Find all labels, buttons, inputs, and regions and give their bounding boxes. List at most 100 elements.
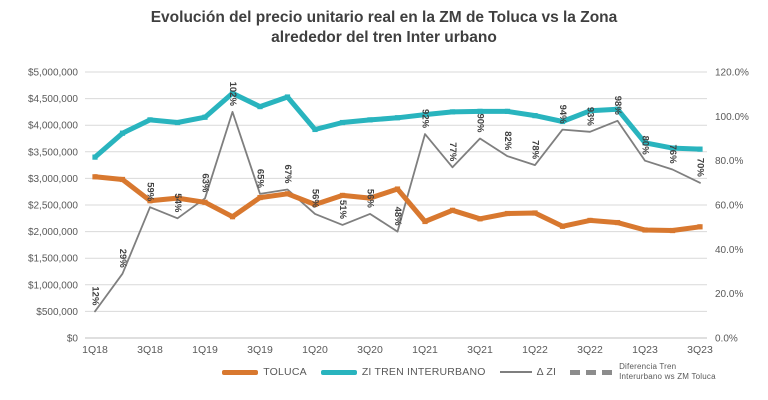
- x-axis-tick-label: 1Q19: [192, 344, 218, 356]
- toluca-marker: [559, 223, 566, 229]
- y-axis-right-tick-label: 100.0%: [715, 112, 749, 123]
- x-axis-tick-label: 3Q22: [577, 344, 603, 356]
- x-axis-tick-label: 3Q18: [137, 344, 163, 356]
- diferencia-dashed-swatch-icon: [570, 369, 615, 375]
- zi-marker: [92, 154, 98, 160]
- x-axis-tick-label: 1Q23: [632, 344, 658, 356]
- zi-marker: [614, 106, 621, 112]
- delta-zi-data-label: 82%: [502, 131, 513, 151]
- toluca-marker: [642, 227, 648, 233]
- toluca-marker: [284, 191, 291, 197]
- zi-marker: [449, 109, 456, 115]
- y-axis-right-tick-label: 0.0%: [715, 334, 738, 345]
- zi-marker: [587, 108, 593, 114]
- delta-zi-data-label: 102%: [227, 82, 238, 107]
- y-axis-left-tick-label: $0: [67, 334, 79, 345]
- toluca-marker: [477, 216, 483, 222]
- toluca-marker: [312, 201, 318, 208]
- delta-zi-data-label: 90%: [475, 113, 486, 133]
- delta-zi-data-label: 56%: [365, 189, 376, 209]
- zi-marker: [202, 114, 208, 120]
- toluca-marker: [147, 198, 153, 204]
- chart-title: Evolución del precio unitario real en la…: [0, 8, 768, 48]
- x-axis-tick-label: 3Q23: [687, 344, 713, 356]
- toluca-marker: [504, 210, 511, 217]
- delta-zi-data-label: 48%: [392, 207, 403, 227]
- legend-label-zi: ZI TREN INTERURBANO: [361, 366, 486, 378]
- toluca-marker: [339, 192, 346, 199]
- delta-zi-data-label: 94%: [557, 105, 568, 125]
- x-axis-tick-label: 1Q20: [302, 344, 328, 356]
- toluca-marker: [449, 207, 456, 213]
- chart-title-line2: alrededor del tren Inter urbano: [271, 29, 497, 47]
- chart-title-line1: Evolución del precio unitario real en la…: [150, 9, 618, 26]
- y-axis-right-tick-label: 120.0%: [715, 68, 749, 79]
- delta-zi-data-label: 77%: [447, 142, 458, 162]
- toluca-marker: [367, 195, 373, 201]
- delta-zi-data-label: 29%: [117, 249, 128, 269]
- y-axis-right-tick-label: 20.0%: [715, 289, 743, 300]
- zi-marker: [229, 90, 236, 96]
- toluca-marker: [257, 194, 263, 201]
- toluca-marker: [532, 210, 538, 216]
- y-axis-left-tick-label: $2,500,000: [28, 201, 78, 212]
- toluca-marker: [174, 195, 181, 201]
- toluca-marker: [394, 186, 401, 192]
- delta-zi-data-label: 56%: [310, 189, 321, 209]
- y-axis-left-tick-label: $4,000,000: [28, 121, 78, 132]
- zi-marker: [257, 103, 263, 110]
- toluca-marker: [422, 218, 428, 225]
- toluca-marker: [202, 199, 208, 205]
- y-axis-right-tick-label: 40.0%: [715, 245, 743, 256]
- y-axis-left-tick-label: $2,000,000: [28, 227, 78, 238]
- delta-zi-data-label: 67%: [282, 164, 293, 184]
- delta-zi-data-label: 92%: [420, 109, 431, 129]
- x-axis-tick-label: 3Q21: [467, 344, 493, 356]
- y-axis-left-tick-label: $5,000,000: [28, 68, 78, 79]
- y-axis-left-tick-label: $1,000,000: [28, 280, 78, 291]
- delta-zi-data-label: 54%: [172, 193, 183, 213]
- zi-marker: [642, 140, 648, 146]
- zi-marker: [394, 115, 401, 121]
- delta-zi-data-label: 76%: [667, 145, 678, 165]
- x-axis-tick-label: 3Q20: [357, 344, 383, 356]
- zi-marker: [532, 113, 538, 119]
- x-axis-tick-label: 1Q21: [412, 344, 438, 356]
- toluca-marker: [587, 217, 593, 224]
- zi-marker: [504, 108, 511, 114]
- y-axis-left-tick-label: $3,500,000: [28, 147, 78, 158]
- legend-item-toluca: TOLUCA: [222, 366, 307, 378]
- y-axis-right-tick-label: 60.0%: [715, 201, 743, 212]
- zi-marker: [422, 111, 428, 118]
- y-axis-left-tick-label: $500,000: [36, 307, 78, 318]
- toluca-marker: [614, 219, 621, 226]
- delta-zi-data-label: 98%: [612, 96, 623, 116]
- toluca-marker: [697, 224, 703, 230]
- zi-marker: [669, 145, 676, 151]
- zi-line-swatch-icon: [320, 369, 357, 375]
- chart-legend: TOLUCA ZI TREN INTERURBANO Δ ZI Diferenc…: [0, 362, 768, 382]
- zi-marker: [119, 130, 126, 136]
- delta-zi-line-swatch-icon: [499, 371, 532, 373]
- delta-zi-data-label: 93%: [585, 107, 596, 127]
- toluca-marker: [229, 214, 236, 220]
- legend-label-delta-zi: Δ ZI: [536, 366, 557, 378]
- toluca-marker: [669, 227, 676, 234]
- toluca-marker: [92, 174, 98, 180]
- zi-marker: [339, 119, 346, 126]
- y-axis-left-tick-label: $4,500,000: [28, 94, 78, 105]
- delta-zi-data-label: 78%: [530, 140, 541, 160]
- y-axis-right-tick-label: 80.0%: [715, 156, 743, 167]
- delta-zi-data-label: 59%: [145, 182, 156, 202]
- zi-marker: [147, 117, 153, 123]
- delta-zi-data-label: 65%: [255, 169, 266, 189]
- x-axis-tick-label: 3Q19: [247, 344, 273, 356]
- zi-marker: [284, 94, 291, 100]
- delta-zi-line: [94, 111, 701, 313]
- zi-marker: [312, 126, 318, 133]
- zi-marker: [367, 117, 373, 123]
- zi-marker: [477, 108, 483, 114]
- legend-item-delta-zi: Δ ZI: [499, 366, 557, 378]
